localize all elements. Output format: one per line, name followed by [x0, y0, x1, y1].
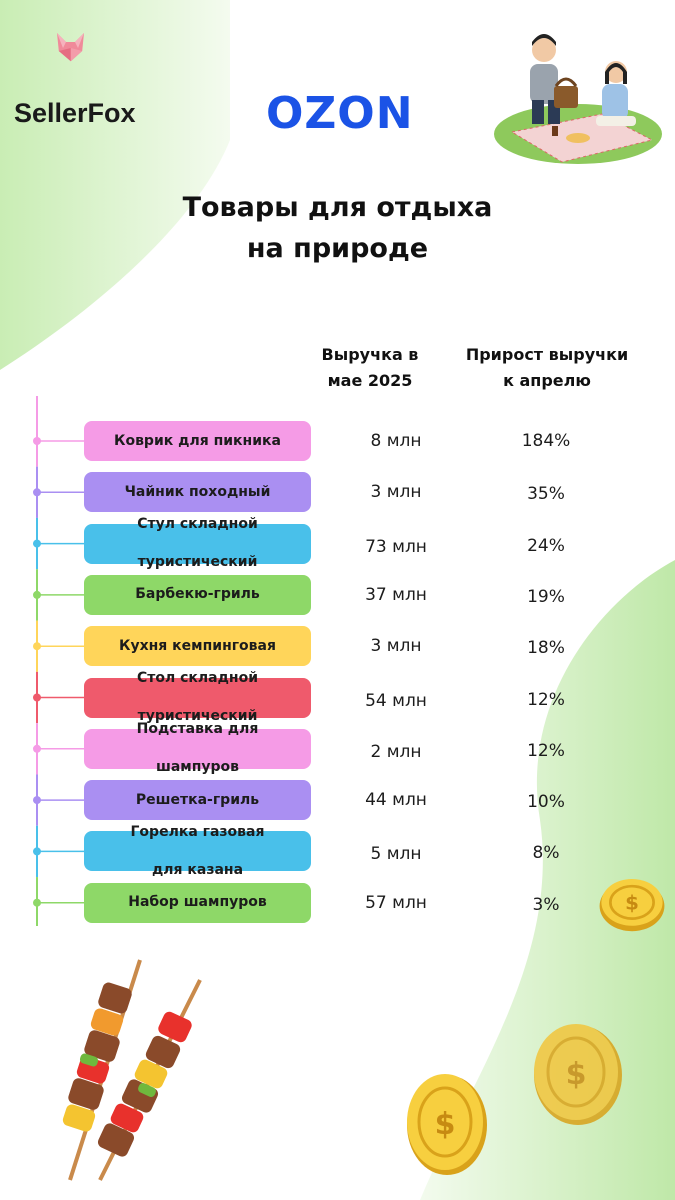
- product-label: Подставка для шампуров: [84, 721, 311, 775]
- growth-value: 19%: [527, 586, 565, 607]
- product-label-line: Набор шампуров: [128, 894, 267, 911]
- growth-header-line-2: к апрелю: [503, 371, 591, 390]
- gold-dollar-coin-icon: $: [407, 1074, 487, 1175]
- product-label: Коврик для пикника: [84, 421, 311, 461]
- product-label: Кухня кемпинговая: [84, 626, 311, 667]
- page-title-line-1: Товары для отдыха: [182, 192, 493, 223]
- product-label: Чайник походный: [84, 472, 311, 513]
- product-label: Решетка-гриль: [84, 780, 311, 821]
- timeline-dot: [33, 642, 41, 651]
- revenue-value: 8 млн: [370, 431, 422, 451]
- product-label-line: Коврик для пикника: [114, 432, 281, 449]
- timeline-dot: [33, 693, 41, 702]
- brand-name: SellerFox: [14, 98, 136, 128]
- svg-text:$: $: [435, 1107, 456, 1142]
- growth-value: 10%: [527, 792, 565, 813]
- timeline-dot: [33, 847, 41, 856]
- fox-head-icon: [57, 33, 84, 62]
- revenue-value: 57 млн: [365, 892, 427, 913]
- growth-value: 12%: [527, 689, 565, 710]
- product-label-line: шампуров: [155, 759, 240, 776]
- product-label-line: Подставка для: [136, 721, 259, 738]
- product-label-line: Чайник походный: [124, 483, 271, 500]
- timeline-dot: [33, 796, 41, 805]
- timeline-dot: [33, 488, 41, 497]
- revenue-column-header: Выручка в мае 2025: [300, 342, 440, 394]
- gold-dollar-coin-icon: $: [534, 1024, 622, 1125]
- product-label: Барбекю-гриль: [84, 574, 311, 615]
- growth-column-header: Прирост выручки к апрелю: [452, 342, 642, 394]
- product-label-line: туристический: [137, 554, 258, 571]
- product-label-line: туристический: [137, 708, 258, 724]
- product-label-line: Барбекю-гриль: [135, 586, 260, 603]
- product-label: Стул складной туристический: [84, 516, 311, 570]
- revenue-value: 44 млн: [365, 790, 427, 811]
- revenue-header-line-1: Выручка в: [321, 345, 419, 364]
- revenue-header-line-2: мае 2025: [327, 371, 413, 390]
- timeline-dot: [33, 437, 41, 445]
- product-label: Стол складной туристический: [84, 670, 311, 724]
- growth-value: 12%: [527, 740, 565, 761]
- product-label-line: Решетка-гриль: [135, 791, 260, 808]
- picnic-couple-illustration: [494, 34, 662, 164]
- timeline: [33, 396, 84, 926]
- timeline-dot: [33, 590, 41, 599]
- growth-value: 24%: [527, 535, 565, 556]
- timeline-dot: [33, 744, 41, 753]
- kebab-skewers-illustration: [62, 959, 202, 1181]
- product-label-line: Горелка газовая: [130, 823, 265, 840]
- revenue-value: 3 млн: [370, 636, 422, 657]
- product-label-line: Стул складной: [137, 516, 258, 533]
- revenue-value: 2 млн: [370, 741, 422, 762]
- growth-header-line-1: Прирост выручки: [465, 345, 629, 364]
- revenue-value: 3 млн: [370, 482, 422, 503]
- growth-value: 8%: [532, 843, 560, 864]
- revenue-value: 5 млн: [370, 844, 422, 865]
- product-label-line: для казана: [151, 861, 244, 878]
- revenue-value: 54 млн: [365, 690, 427, 711]
- product-label-line: Кухня кемпинговая: [119, 637, 276, 654]
- page-title-line-2: на природе: [246, 233, 429, 264]
- svg-text:$: $: [566, 1057, 587, 1092]
- timeline-dot: [33, 539, 41, 548]
- timeline-dot: [33, 898, 41, 907]
- revenue-value: 37 млн: [365, 584, 427, 605]
- growth-value: 18%: [527, 638, 565, 659]
- ozon-logo: OZON: [266, 88, 414, 139]
- growth-value: 35%: [527, 484, 565, 505]
- product-label-line: Стол складной: [136, 670, 259, 686]
- growth-value: 3%: [532, 894, 560, 915]
- product-label: Горелка газовая для казана: [84, 824, 311, 878]
- svg-text:$: $: [625, 892, 639, 915]
- revenue-value: 73 млн: [365, 536, 427, 557]
- growth-value: 184%: [521, 431, 571, 451]
- product-label: Набор шампуров: [84, 882, 311, 923]
